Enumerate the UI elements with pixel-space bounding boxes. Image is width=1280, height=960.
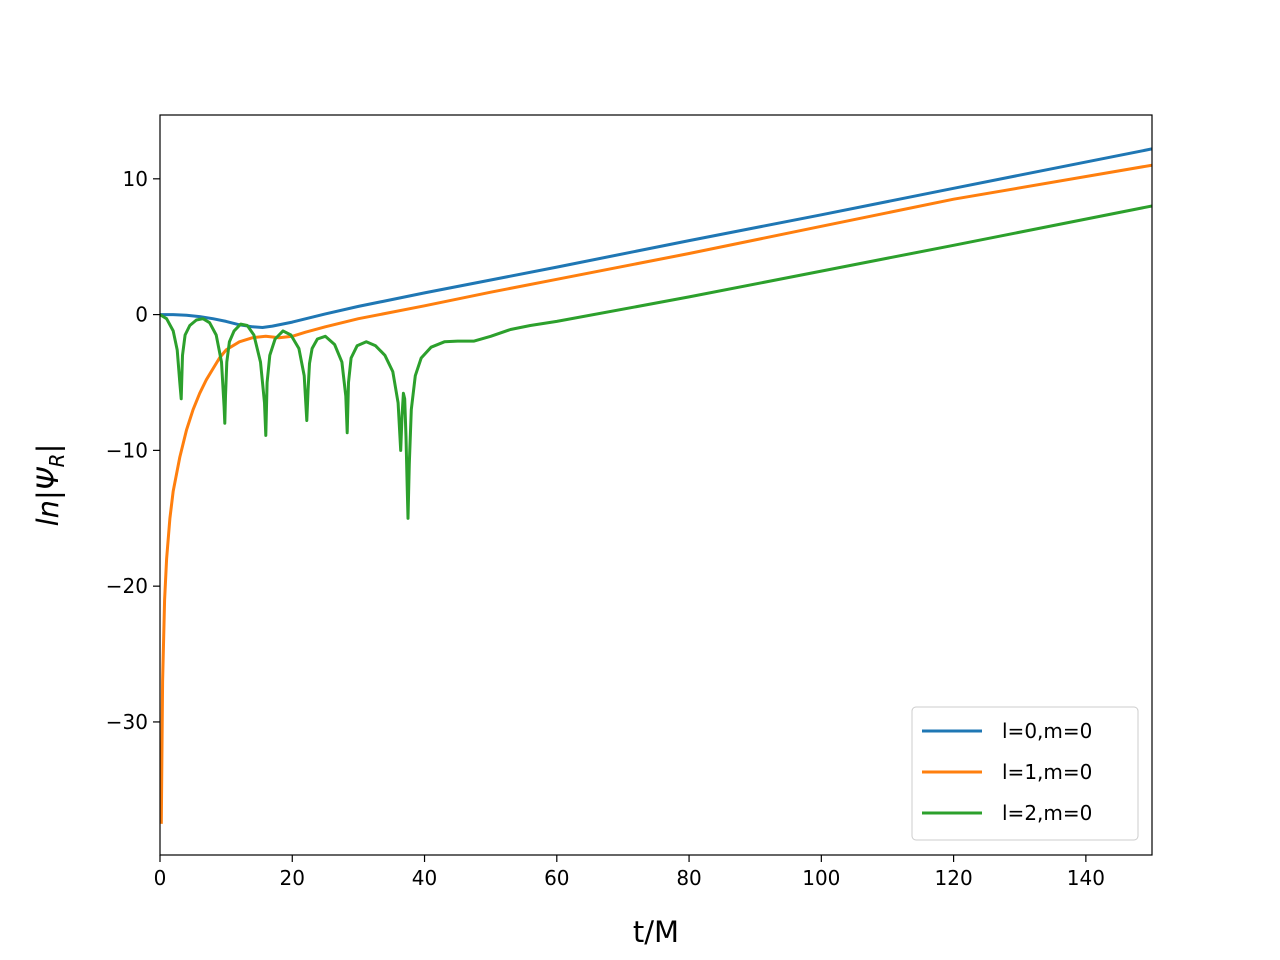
- series-line-1: [160, 163, 1152, 824]
- legend: l=0,m=0 l=1,m=0 l=2,m=0: [911, 706, 1139, 841]
- legend-label-0: l=0,m=0: [1002, 719, 1092, 743]
- x-tick-label: 40: [412, 866, 437, 890]
- y-tick-label: 0: [135, 303, 148, 327]
- series-layer: [160, 147, 1152, 824]
- legend-label-1: l=1,m=0: [1002, 760, 1092, 784]
- x-axis-label: t/M: [633, 915, 679, 949]
- x-tick-label: 0: [154, 866, 167, 890]
- x-axis-ticks: 0 20 40 60 80 100 120 140: [154, 855, 1105, 890]
- y-tick-label: −20: [106, 574, 148, 598]
- plot-frame: [159, 114, 1153, 856]
- x-tick-label: 80: [676, 866, 701, 890]
- x-tick-label: 140: [1067, 866, 1105, 890]
- y-tick-label: 10: [123, 167, 148, 191]
- x-tick-label: 120: [935, 866, 973, 890]
- legend-label-2: l=2,m=0: [1002, 801, 1092, 825]
- y-axis-ticks: 10 0 −10 −20 −30: [106, 167, 160, 734]
- series-line-0: [160, 147, 1152, 329]
- x-tick-label: 20: [280, 866, 305, 890]
- x-tick-label: 60: [544, 866, 569, 890]
- series-line-2: [160, 204, 1152, 520]
- y-tick-label: −30: [106, 710, 148, 734]
- x-tick-label: 100: [802, 866, 840, 890]
- legend-box: [911, 706, 1139, 841]
- y-tick-label: −10: [106, 438, 148, 462]
- y-axis-label: ln|ΨR|: [31, 444, 69, 527]
